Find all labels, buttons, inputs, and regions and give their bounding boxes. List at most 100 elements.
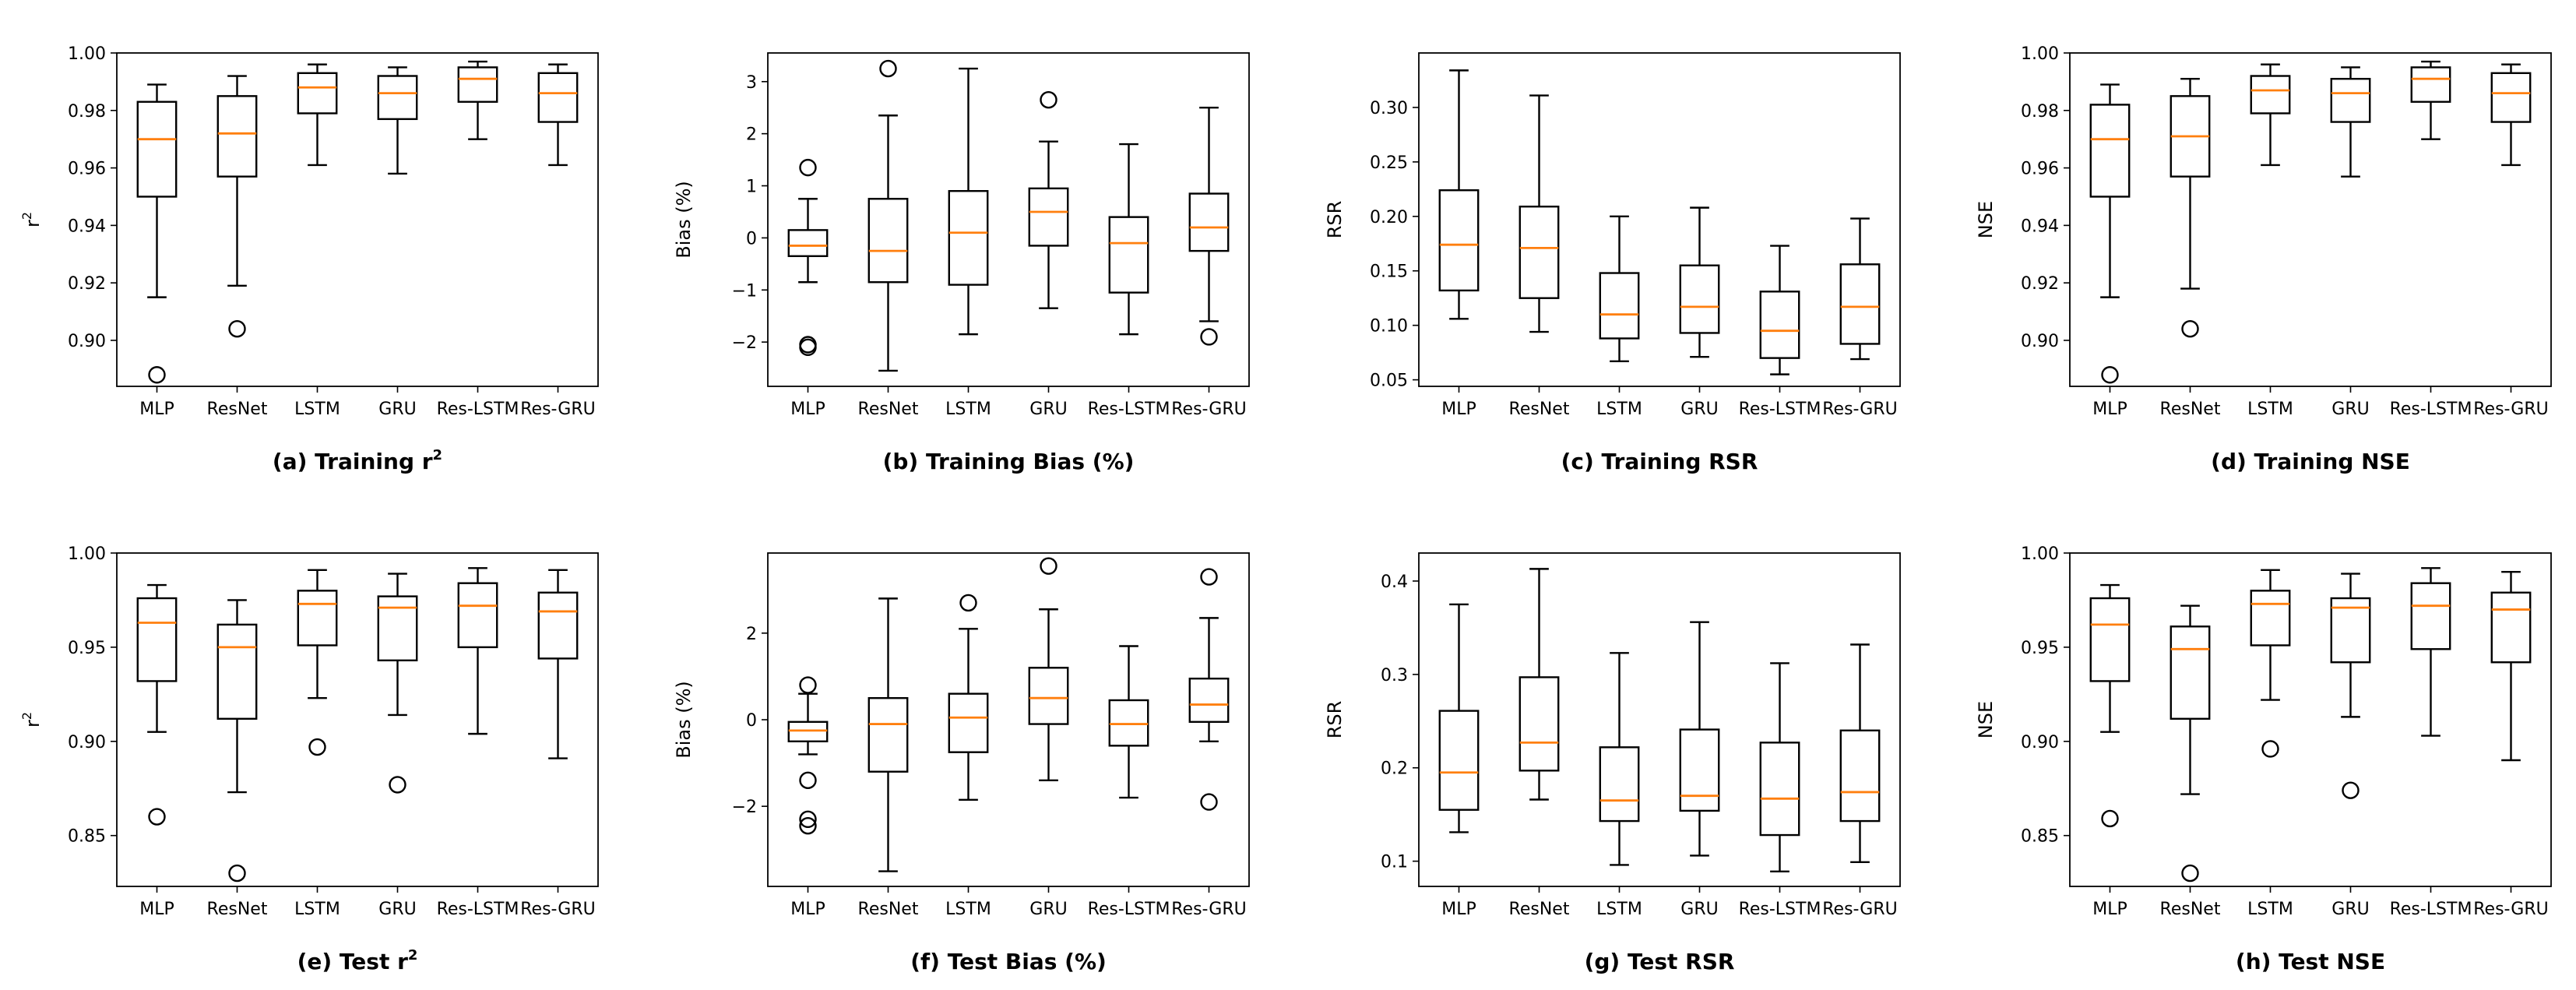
iqr-box — [2410, 582, 2451, 650]
x-tick-label: MLP — [139, 400, 174, 419]
x-tick-label: Res-GRU — [520, 900, 595, 919]
box-res-lstm — [1108, 645, 1149, 799]
y-tick-label: 0 — [746, 229, 757, 248]
x-tick-label: Res-LSTM — [1739, 900, 1821, 919]
y-tick-label: 0.3 — [1381, 666, 1408, 685]
x-tick-label: MLP — [790, 400, 825, 419]
x-tick-label: MLP — [1441, 900, 1476, 919]
iqr-box — [2490, 591, 2532, 664]
iqr-box — [1519, 206, 1560, 299]
outlier-point — [799, 158, 817, 177]
panel-caption-text: (d) Training NSE — [2211, 449, 2410, 474]
panel-caption-superscript: 2 — [408, 947, 418, 964]
box-res-lstm — [2410, 60, 2451, 140]
iqr-box — [1188, 677, 1230, 723]
outlier-point — [2181, 320, 2199, 338]
y-axis-label: Bias (%) — [673, 181, 695, 259]
iqr-box — [2089, 597, 2131, 682]
y-tick-label: −2 — [732, 798, 757, 817]
iqr-box — [1438, 710, 1480, 811]
box-resnet — [2170, 604, 2211, 883]
y-axis-label: r2 — [19, 712, 44, 728]
x-tick-label: Res-LSTM — [2390, 400, 2472, 419]
box-gru — [1028, 90, 1069, 309]
x-tick-label: Res-LSTM — [437, 900, 519, 919]
panel-caption: (f) Test Bias (%) — [910, 949, 1107, 974]
iqr-box — [1759, 291, 1800, 359]
outlier-point — [1040, 90, 1057, 109]
panel-caption-text: (h) Test NSE — [2236, 949, 2385, 974]
box-lstm — [297, 569, 338, 756]
iqr-box — [136, 100, 178, 198]
x-tick-label: LSTM — [945, 400, 991, 419]
y-axis-label-superscript: 2 — [19, 212, 34, 220]
x-tick-label: MLP — [2092, 900, 2127, 919]
iqr-box — [1028, 667, 1069, 725]
box-resnet — [216, 75, 258, 338]
box-mlp — [136, 83, 178, 384]
y-axis-label-superscript: 2 — [19, 712, 34, 720]
panel-caption-text: (f) Test Bias (%) — [910, 949, 1107, 974]
panel-caption-text: (a) Training r — [273, 449, 433, 474]
axes-frame — [116, 552, 599, 887]
x-tick-label: Res-GRU — [1822, 900, 1897, 919]
y-tick-label: 0.2 — [1381, 759, 1408, 779]
x-tick-label: LSTM — [1596, 900, 1642, 919]
y-tick-label: 0.94 — [68, 217, 106, 236]
outlier-point — [228, 320, 246, 338]
box-resnet — [867, 59, 909, 372]
outlier-point — [799, 676, 817, 694]
y-axis-label: NSE — [1975, 701, 1997, 738]
iqr-box — [377, 595, 418, 662]
y-axis-label: NSE — [1975, 201, 1997, 238]
outlier-point — [2101, 366, 2119, 384]
x-tick-label: LSTM — [2247, 400, 2293, 419]
y-tick-label: −2 — [732, 333, 757, 353]
box-lstm — [1599, 215, 1640, 363]
iqr-box — [457, 582, 498, 649]
iqr-box — [1108, 216, 1149, 294]
iqr-box — [867, 198, 909, 284]
box-mlp — [1438, 603, 1480, 833]
panel-caption: (e) Test r2 — [297, 947, 418, 974]
x-tick-label: GRU — [1680, 900, 1718, 919]
y-tick-label: 0.25 — [1370, 153, 1408, 173]
box-res-lstm — [2410, 567, 2451, 737]
box-lstm — [1599, 652, 1640, 866]
panel-caption-superscript: 2 — [433, 447, 443, 463]
y-axis-label-text: RSR — [1324, 701, 1346, 739]
iqr-box — [948, 692, 989, 753]
x-tick-label: GRU — [1680, 400, 1718, 419]
y-tick-label: 0 — [746, 711, 757, 731]
y-tick-label: 1 — [746, 178, 757, 197]
box-res-lstm — [1108, 143, 1149, 336]
iqr-box — [216, 623, 258, 720]
outlier-point — [148, 808, 166, 826]
box-res-lstm — [457, 60, 498, 140]
iqr-box — [297, 590, 338, 646]
iqr-box — [1438, 189, 1480, 292]
y-tick-label: 0.98 — [68, 102, 106, 122]
box-res-gru — [1839, 217, 1881, 361]
y-tick-label: 0.05 — [1370, 372, 1408, 391]
y-tick-label: 0.10 — [1370, 317, 1408, 336]
y-axis-label-text: NSE — [1975, 201, 1997, 238]
panel-caption: (g) Test RSR — [1585, 949, 1735, 974]
y-tick-label: 0.85 — [68, 827, 106, 847]
outlier-point — [799, 810, 817, 829]
x-tick-label: MLP — [790, 900, 825, 919]
y-axis-label: RSR — [1324, 701, 1346, 739]
box-gru — [1679, 206, 1720, 358]
x-tick-label: LSTM — [2247, 900, 2293, 919]
iqr-box — [2250, 75, 2291, 115]
panel-f: −2 0 2 MLP ResNet LSTM GRU Res-LSTM Res-GRU Bias … — [673, 552, 1250, 974]
x-tick-label: GRU — [2331, 400, 2369, 419]
x-tick-label: ResNet — [2160, 400, 2221, 419]
iqr-box — [948, 190, 989, 286]
x-tick-label: ResNet — [858, 400, 919, 419]
y-tick-label: 1.00 — [68, 44, 106, 64]
x-tick-label: LSTM — [945, 900, 991, 919]
x-tick-label: Res-GRU — [1171, 400, 1246, 419]
